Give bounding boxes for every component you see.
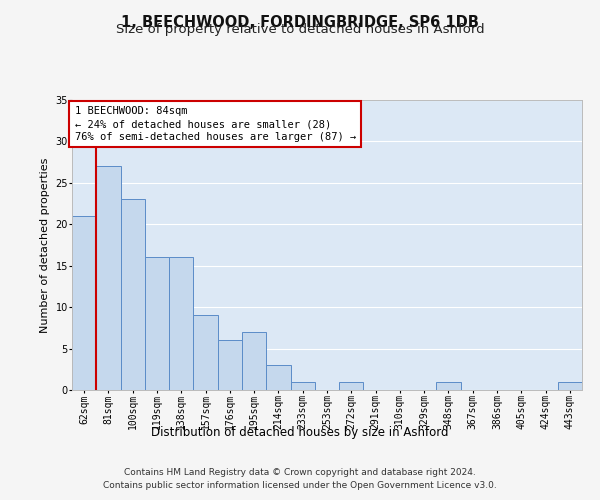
Text: Distribution of detached houses by size in Ashford: Distribution of detached houses by size … [151,426,449,439]
Bar [558,382,582,390]
Bar [266,365,290,390]
Bar [193,316,218,390]
Bar [72,216,96,390]
Bar [145,258,169,390]
Text: Size of property relative to detached houses in Ashford: Size of property relative to detached ho… [116,22,484,36]
Bar [169,258,193,390]
Bar [242,332,266,390]
Text: 1, BEECHWOOD, FORDINGBRIDGE, SP6 1DB: 1, BEECHWOOD, FORDINGBRIDGE, SP6 1DB [121,15,479,30]
Text: 1 BEECHWOOD: 84sqm
← 24% of detached houses are smaller (28)
76% of semi-detache: 1 BEECHWOOD: 84sqm ← 24% of detached hou… [74,106,356,142]
Bar [218,340,242,390]
Text: Contains public sector information licensed under the Open Government Licence v3: Contains public sector information licen… [103,482,497,490]
Bar [339,382,364,390]
Text: Contains HM Land Registry data © Crown copyright and database right 2024.: Contains HM Land Registry data © Crown c… [124,468,476,477]
Bar [290,382,315,390]
Bar [121,200,145,390]
Bar [436,382,461,390]
Y-axis label: Number of detached properties: Number of detached properties [40,158,50,332]
Bar [96,166,121,390]
